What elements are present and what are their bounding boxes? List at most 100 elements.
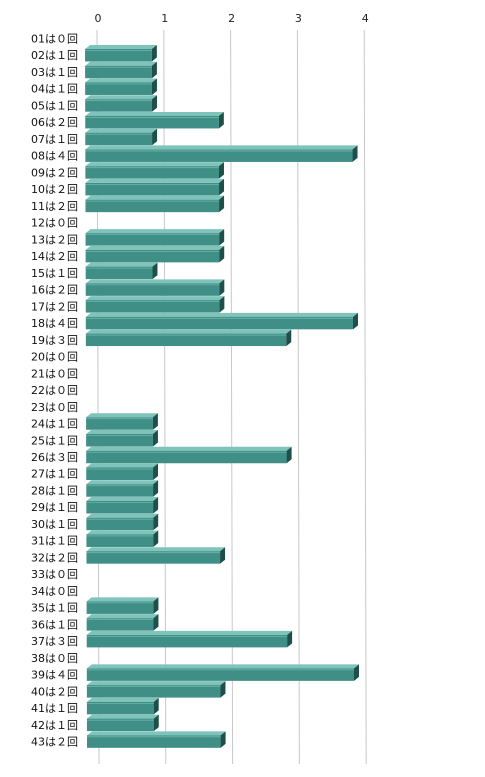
- bar-end-face: [153, 480, 159, 497]
- bar-top-face: [85, 296, 225, 301]
- bar: [86, 446, 292, 464]
- bar-top-face: [86, 681, 226, 686]
- bar: [85, 312, 359, 330]
- bar: [86, 630, 293, 648]
- bar: [85, 145, 358, 162]
- bar-top-face: [86, 463, 159, 468]
- bar-front-face: [85, 182, 220, 196]
- bar-top-face: [86, 547, 226, 552]
- category-label: 33は０回: [31, 568, 78, 581]
- bar-front-face: [85, 82, 152, 95]
- bar-end-face: [354, 664, 360, 681]
- bar-top-face: [85, 262, 158, 267]
- bar: [85, 296, 225, 313]
- bar: [86, 597, 159, 614]
- bar-end-face: [152, 262, 158, 280]
- bar: [85, 279, 225, 296]
- category-label: 35は１回: [31, 602, 78, 615]
- bar-end-face: [153, 496, 159, 514]
- category-label: 27は１回: [31, 468, 78, 481]
- grid-line-1: [163, 29, 167, 765]
- grid-line-3: [296, 29, 300, 765]
- bar-top-face: [86, 496, 159, 501]
- category-label: 43は２回: [31, 736, 78, 749]
- bar-end-face: [352, 145, 358, 162]
- bar: [86, 681, 226, 698]
- bar-front-face: [85, 266, 153, 280]
- bar-top-face: [85, 128, 158, 133]
- bar-front-face: [86, 484, 154, 497]
- bar-front-face: [85, 48, 152, 62]
- bar-end-face: [286, 446, 292, 464]
- bar: [85, 229, 225, 246]
- bar: [86, 714, 159, 732]
- bar-front-face: [85, 199, 220, 213]
- bar: [86, 513, 159, 531]
- bar-end-face: [152, 430, 158, 447]
- x-tick-label: 0: [95, 12, 102, 25]
- category-label: 37は３回: [31, 635, 78, 648]
- category-label: 36は１回: [31, 618, 78, 631]
- bar-front-face: [85, 166, 219, 179]
- category-label: 39は４回: [31, 669, 78, 682]
- category-label: 15は１回: [31, 267, 78, 280]
- bar: [85, 78, 157, 95]
- bar-top-face: [86, 480, 159, 485]
- category-label: 20は０回: [31, 351, 78, 364]
- category-labels: 01は０回 02は１回 03は１回 04は１回 05は１回 06は２回 07は１回 08は４回…: [31, 33, 78, 749]
- category-label: 28は１回: [31, 484, 78, 497]
- category-label: 38は０回: [31, 652, 78, 665]
- bar: [85, 128, 158, 146]
- bar: [85, 111, 224, 129]
- category-label: 22は０回: [31, 384, 78, 397]
- bar-front-face: [86, 701, 154, 715]
- bar-end-face: [153, 597, 159, 614]
- bar-front-face: [85, 333, 287, 347]
- category-label: 01は０回: [31, 33, 78, 46]
- bar-front-face: [85, 99, 152, 112]
- bar-top-face: [85, 279, 225, 284]
- category-label: 25は１回: [31, 434, 78, 447]
- bar-end-face: [152, 413, 158, 430]
- bar-top-face: [85, 44, 157, 49]
- bar-end-face: [219, 245, 225, 263]
- bar: [86, 496, 159, 514]
- bar: [86, 463, 159, 480]
- category-label: 31は１回: [31, 535, 78, 548]
- category-label: 07は１回: [31, 133, 78, 146]
- bar-end-face: [153, 530, 159, 547]
- category-label: 26は３回: [31, 451, 78, 464]
- bar: [86, 614, 159, 631]
- grid-line-2: [230, 29, 234, 765]
- bar-end-face: [151, 44, 157, 62]
- bar-front-face: [85, 132, 153, 146]
- bar-end-face: [219, 178, 225, 196]
- bar-end-face: [152, 128, 158, 146]
- category-label: 08は４回: [31, 150, 78, 163]
- bar-end-face: [219, 296, 225, 313]
- bar: [85, 245, 225, 263]
- bar: [86, 664, 360, 681]
- bar-top-face: [86, 697, 159, 702]
- bar-top-face: [85, 195, 225, 200]
- bar-front-face: [85, 149, 353, 162]
- category-label: 32は２回: [31, 551, 78, 564]
- category-label: 18は４回: [31, 317, 78, 330]
- bar-end-face: [218, 111, 224, 129]
- bar: [86, 430, 158, 447]
- bar: [85, 95, 157, 112]
- bar-top-face: [85, 178, 225, 183]
- bar-front-face: [85, 115, 219, 129]
- x-tick-label: 4: [362, 12, 369, 25]
- bar-top-face: [86, 630, 293, 635]
- bar-front-face: [85, 233, 220, 246]
- bar-top-face: [86, 413, 158, 418]
- bar-top-face: [86, 714, 159, 719]
- bar-top-face: [86, 597, 159, 602]
- bar-front-face: [86, 718, 154, 732]
- bar-end-face: [287, 630, 293, 648]
- category-label: 42は１回: [31, 719, 78, 732]
- category-label: 06は２回: [31, 116, 78, 129]
- bar-front-face: [86, 517, 154, 531]
- bar-end-face: [153, 614, 159, 631]
